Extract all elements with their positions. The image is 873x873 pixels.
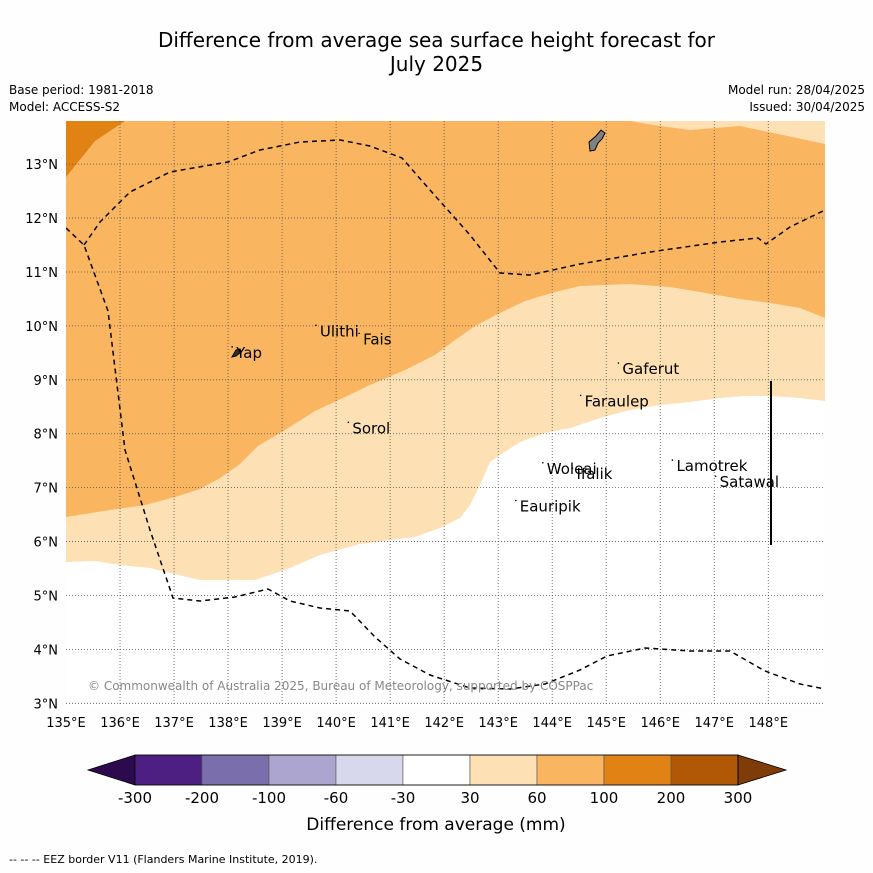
colorbar-tick-label: 200 bbox=[657, 789, 686, 807]
place-label: Yap bbox=[235, 344, 262, 362]
colorbar-bin bbox=[268, 754, 337, 786]
place-label: Satawal bbox=[720, 473, 779, 491]
colorbar-extend-high bbox=[737, 754, 788, 786]
model-run: Model run: 28/04/2025 bbox=[727, 83, 865, 97]
lat-tick-label: 11°N bbox=[25, 266, 58, 281]
map-panel: Yap Ulithi Fais Gaferut Faraulep Sorol WoleaiI… bbox=[66, 121, 825, 706]
meta-right: Model run: 28/04/2025 Issued: 30/04/2025 bbox=[728, 82, 865, 116]
lon-tick-label: 136°E bbox=[100, 716, 140, 731]
contour-band-60-100 bbox=[66, 121, 825, 517]
lon-tick-label: 146°E bbox=[640, 716, 680, 731]
lat-tick-label: 3°N bbox=[34, 697, 59, 712]
lat-tick-label: 12°N bbox=[25, 212, 58, 227]
colorbar-bin bbox=[603, 754, 672, 786]
guam-island bbox=[588, 129, 606, 152]
lon-tick-label: 144°E bbox=[532, 716, 572, 731]
lon-tick-label: 138°E bbox=[208, 716, 248, 731]
colorbar-bin bbox=[201, 754, 270, 786]
footer-note: -- -- -- EEZ border V11 (Flanders Marine… bbox=[9, 853, 318, 866]
lat-tick-label: 5°N bbox=[34, 589, 59, 604]
lon-tick-label: 137°E bbox=[154, 716, 194, 731]
place-marker bbox=[571, 467, 574, 469]
lat-tick-label: 8°N bbox=[34, 428, 59, 443]
base-period: Base period: 1981-2018 bbox=[9, 83, 154, 97]
colorbar-tick-label: -30 bbox=[391, 789, 416, 807]
colorbar-tick-label: 300 bbox=[724, 789, 753, 807]
lat-tick-label: 9°N bbox=[34, 374, 59, 389]
colorbar-tick-label: 30 bbox=[460, 789, 479, 807]
lon-tick-label: 148°E bbox=[749, 716, 789, 731]
colorbar-tick-label: -60 bbox=[324, 789, 349, 807]
colorbar-bin bbox=[335, 754, 404, 786]
place-label: Lamotrek bbox=[676, 457, 747, 475]
place-marker bbox=[714, 475, 717, 478]
longitude-ticks: 135°E 136°E 137°E 138°E 139°E 140°E 141°E 142°E… bbox=[46, 716, 788, 731]
place-marker bbox=[315, 324, 317, 327]
lat-tick-label: 13°N bbox=[25, 158, 58, 173]
lat-tick-label: 10°N bbox=[25, 320, 58, 335]
colorbar-title: Difference from average (mm) bbox=[306, 815, 565, 835]
issued-date: Issued: 30/04/2025 bbox=[749, 100, 865, 114]
colorbar-tick-label: -300 bbox=[118, 789, 152, 807]
place-label: Faraulep bbox=[585, 392, 649, 410]
lat-tick-label: 7°N bbox=[34, 482, 59, 497]
yap-island bbox=[230, 348, 242, 358]
place-marker bbox=[514, 499, 517, 502]
place-label: Ifalik bbox=[577, 465, 613, 483]
colorbar-bin bbox=[469, 754, 538, 786]
place-labels: Yap Ulithi Fais Gaferut Faraulep Sorol WoleaiI… bbox=[231, 322, 779, 516]
place-marker bbox=[579, 394, 582, 397]
colorbar-bin bbox=[402, 754, 471, 786]
place-marker bbox=[541, 461, 544, 464]
colorbar-extend-low bbox=[86, 754, 136, 786]
colorbar-tick-label: 60 bbox=[527, 789, 546, 807]
lon-tick-label: 139°E bbox=[262, 716, 302, 731]
place-label: Woleai bbox=[547, 460, 597, 478]
colorbar-tick-label: -200 bbox=[185, 789, 219, 807]
place-marker bbox=[358, 332, 360, 335]
copyright-text: © Commonwealth of Australia 2025, Bureau… bbox=[88, 679, 593, 693]
graticule bbox=[66, 121, 825, 706]
place-marker bbox=[617, 362, 620, 364]
place-label: Gaferut bbox=[622, 360, 679, 378]
latitude-ticks: 3°N 4°N 5°N 6°N 7°N 8°N 9°N 10°N 11°N 12°N 13°N bbox=[25, 158, 58, 712]
place-marker bbox=[347, 421, 350, 424]
colorbar-bin bbox=[536, 754, 605, 786]
lon-tick-label: 135°E bbox=[46, 716, 86, 731]
chart-title: Difference from average sea surface heig… bbox=[0, 28, 873, 76]
lon-tick-label: 140°E bbox=[316, 716, 356, 731]
colorbar-bin bbox=[670, 754, 739, 786]
colorbar-tick-label: -100 bbox=[252, 789, 286, 807]
lon-tick-label: 147°E bbox=[694, 716, 734, 731]
lat-tick-label: 4°N bbox=[34, 643, 59, 658]
place-marker bbox=[231, 346, 233, 348]
title-line-2: July 2025 bbox=[389, 52, 484, 76]
place-label: Fais bbox=[363, 330, 392, 348]
lat-tick-label: 6°N bbox=[34, 536, 59, 551]
contour-band-100-200 bbox=[66, 121, 125, 177]
title-line-1: Difference from average sea surface heig… bbox=[157, 28, 716, 52]
lon-tick-label: 143°E bbox=[478, 716, 518, 731]
place-label: Sorol bbox=[352, 419, 390, 437]
lon-tick-label: 142°E bbox=[424, 716, 464, 731]
lon-tick-label: 145°E bbox=[586, 716, 626, 731]
colorbar-tick-label: 100 bbox=[590, 789, 619, 807]
lon-tick-label: 141°E bbox=[370, 716, 410, 731]
colorbar-bin bbox=[134, 754, 203, 786]
colorbar: -300 -200 -100 -60 -30 30 60 100 200 300 bbox=[86, 754, 788, 807]
eez-border-north bbox=[83, 139, 825, 276]
colorbar-frame bbox=[134, 754, 739, 786]
eez-border bbox=[66, 227, 825, 690]
place-label: Eauripik bbox=[520, 498, 581, 516]
meta-left: Base period: 1981-2018 Model: ACCESS-S2 bbox=[9, 82, 154, 116]
place-marker bbox=[671, 459, 674, 461]
model-name: Model: ACCESS-S2 bbox=[9, 100, 121, 114]
place-label: Ulithi bbox=[320, 322, 359, 340]
